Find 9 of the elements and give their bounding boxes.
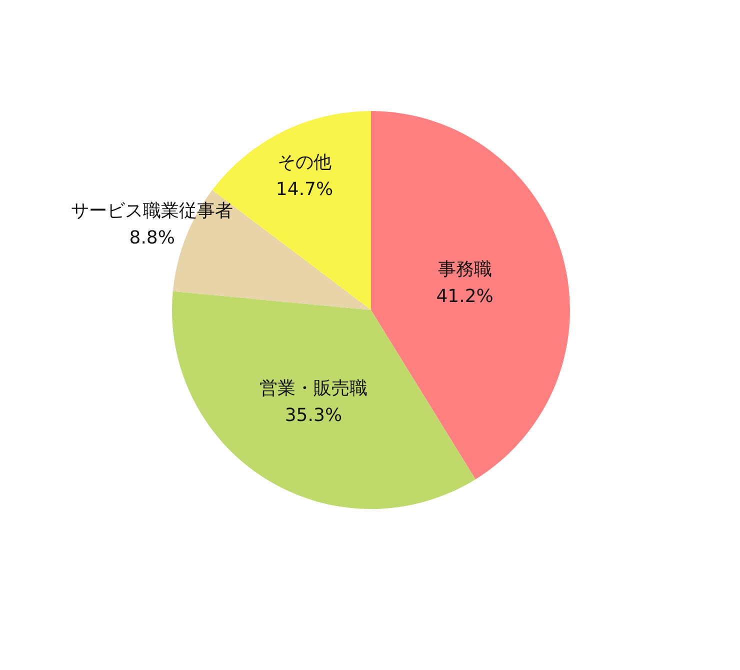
slice-label: その他 — [278, 152, 332, 173]
slice-label: 事務職 — [438, 258, 492, 280]
slice-label: 営業・販売職 — [259, 378, 368, 400]
data-label: 41.2% — [436, 286, 494, 307]
data-label: 8.8% — [129, 227, 175, 248]
pie-slice — [371, 111, 570, 480]
data-label: 35.3% — [284, 405, 342, 426]
data-label: 14.7% — [276, 178, 334, 200]
slice-label: サービス職業従事者 — [71, 200, 234, 222]
